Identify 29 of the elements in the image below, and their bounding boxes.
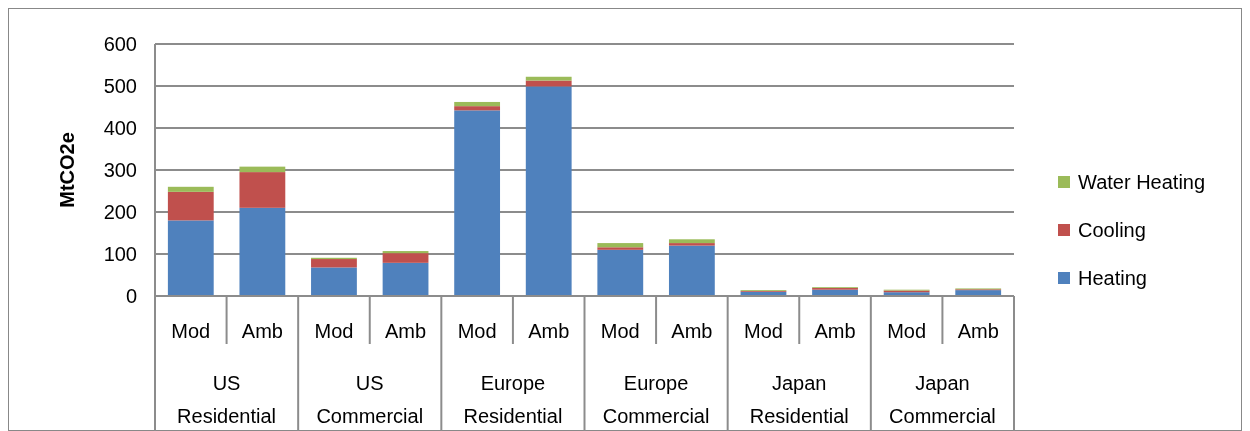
text: Europe Residential [463, 372, 563, 427]
x-tick-label: Amb [241, 320, 283, 342]
x-tick-label: Amb [671, 320, 713, 342]
y-tick-label: 200 [103, 201, 137, 223]
y-tick-label: 600 [103, 33, 137, 55]
y-axis-title: MtCO2e [56, 132, 78, 208]
legend-label: Heating [1078, 267, 1147, 289]
x-tick-label: Mod [744, 320, 783, 342]
legend-label: Cooling [1078, 219, 1146, 241]
x-tick-label: Amb [384, 320, 427, 342]
x-tick-label: Mod [314, 320, 354, 342]
text: Europe Commercial [602, 372, 710, 427]
x-tick-label: Mod [600, 320, 640, 342]
y-tick-label: 0 [125, 285, 137, 307]
x-tick-label: Mod [887, 320, 927, 342]
x-tick-label: Mod [457, 320, 497, 342]
x-tick-label: Amb [528, 320, 570, 342]
y-tick-label: 500 [103, 75, 137, 97]
x-tick-label: Amb [957, 320, 999, 342]
y-tick-label: 100 [103, 243, 137, 265]
x-tick-label: Mod [171, 320, 211, 342]
text: US Commercial [316, 372, 424, 427]
text: US Residential [177, 372, 277, 427]
y-tick-label: 300 [103, 159, 137, 181]
legend-label: Water Heating [1078, 171, 1206, 193]
y-tick-label: 400 [103, 117, 137, 139]
x-tick-label: Amb [814, 320, 856, 342]
text: Japan Residential [749, 372, 849, 427]
text: Japan Commercial [889, 372, 996, 427]
